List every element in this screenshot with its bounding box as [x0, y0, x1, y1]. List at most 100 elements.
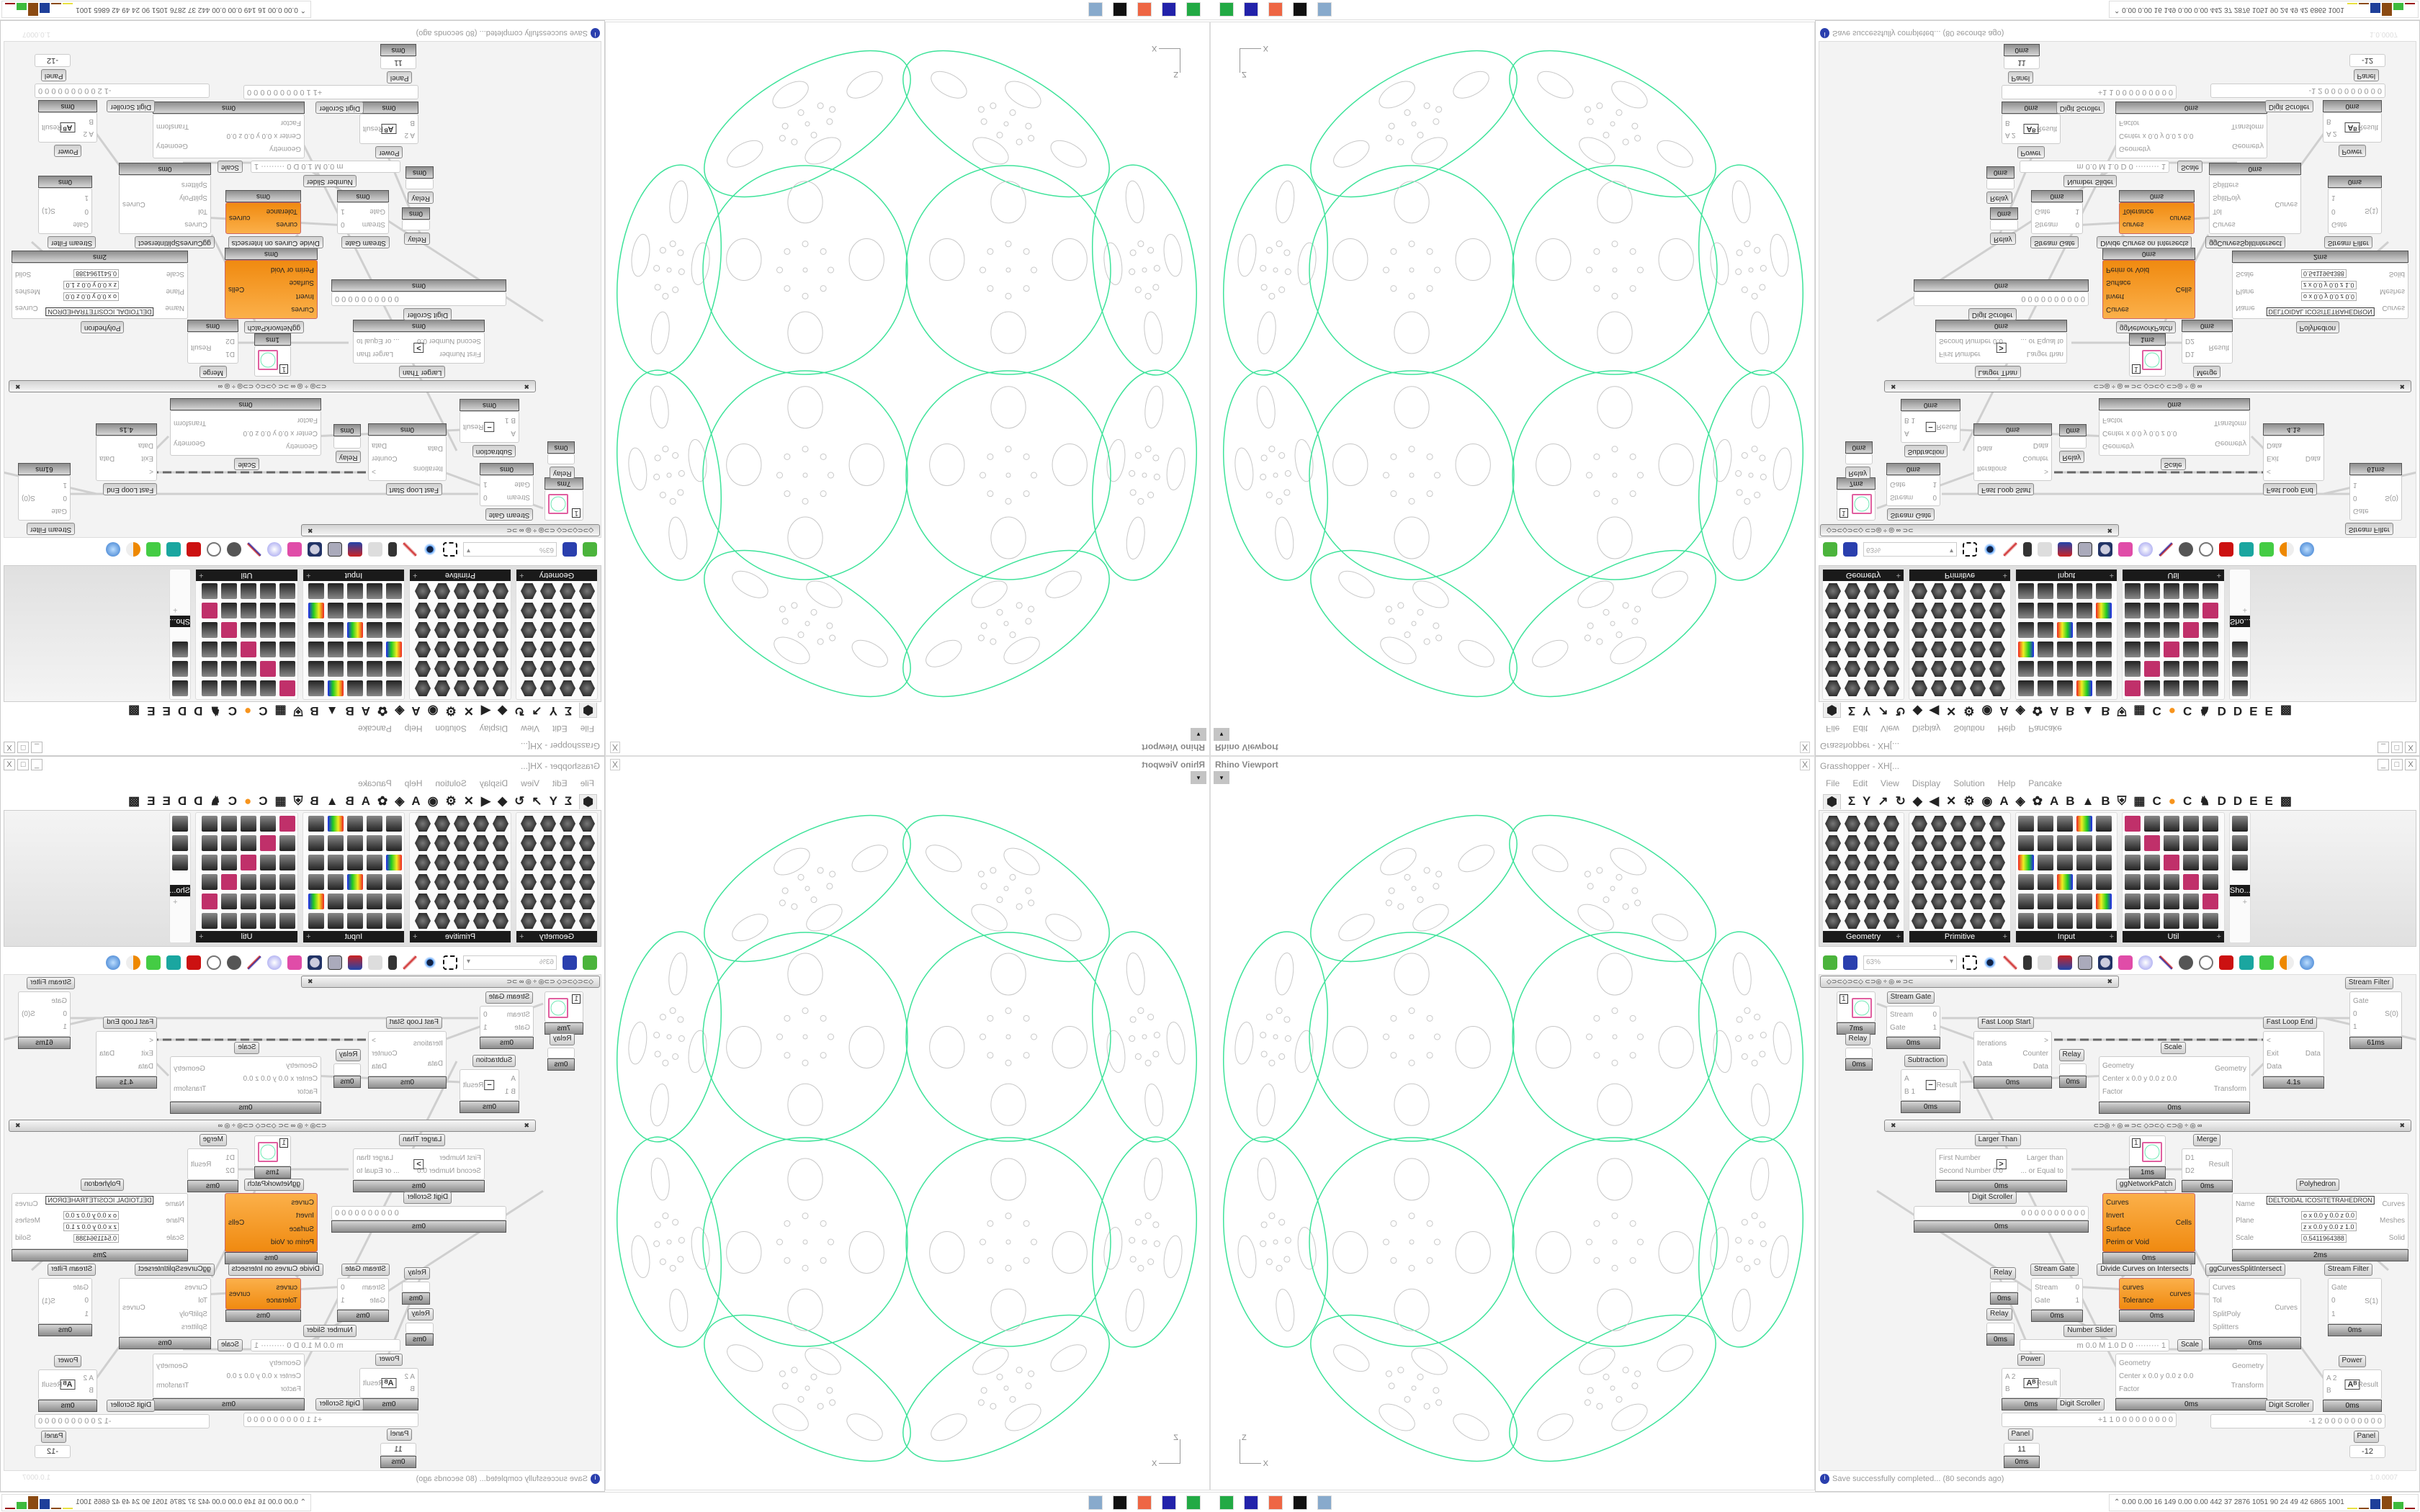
minimize-button[interactable]: _ — [31, 759, 42, 770]
component-icon[interactable] — [521, 913, 537, 929]
tab[interactable]: C — [259, 794, 268, 808]
tab[interactable]: ⛨ — [2117, 794, 2127, 808]
component-icon[interactable] — [2057, 680, 2073, 696]
menu-edit[interactable]: Edit — [1852, 724, 1868, 734]
node-label[interactable]: Merge — [199, 1134, 227, 1146]
component-divide-curves-on-intersects[interactable]: curves Tolerance curves — [225, 1278, 301, 1310]
new-document-icon[interactable] — [583, 542, 597, 557]
node-label[interactable]: Stream Gate — [1886, 991, 1935, 1004]
component-icon[interactable] — [2144, 661, 2160, 677]
input-first[interactable]: First Number — [1939, 1153, 1981, 1162]
component-icon[interactable] — [172, 680, 188, 696]
component-icon[interactable] — [560, 816, 575, 832]
component-icon[interactable] — [1883, 642, 1899, 657]
input-d1[interactable]: D1 — [225, 1153, 235, 1162]
input-geometry[interactable]: Geometry — [2102, 1061, 2134, 1070]
input-<[interactable]: < — [2267, 467, 2271, 476]
component-icon[interactable] — [415, 603, 431, 618]
component-icon[interactable] — [1864, 661, 1880, 677]
tab[interactable]: ◆ — [1912, 704, 1922, 718]
component-number-slider[interactable]: m 0.0 M 1.0 D 0 ········· 1 — [251, 161, 400, 173]
output-result[interactable]: Result — [2357, 1380, 2378, 1389]
node-label[interactable]: Scale — [217, 161, 243, 173]
output-counter[interactable]: Counter — [2022, 1049, 2048, 1058]
component-icon[interactable] — [2096, 874, 2112, 890]
input-curves[interactable]: Curves — [291, 305, 314, 314]
node-label[interactable]: Divide Curves on Intersects — [2097, 1264, 2192, 1276]
output-[interactable]: > — [2044, 1036, 2048, 1045]
at-icon[interactable] — [368, 542, 382, 557]
component-icon[interactable] — [2018, 855, 2034, 870]
component-icon[interactable] — [1864, 583, 1880, 599]
terminal-icon[interactable] — [1186, 1495, 1201, 1510]
gha-icon[interactable] — [348, 542, 362, 557]
component-icon[interactable] — [1864, 642, 1880, 657]
viewport-menu-dropdown[interactable]: ▾ — [1214, 771, 1229, 784]
component-icon[interactable] — [434, 583, 450, 599]
close-icon[interactable]: X — [1799, 759, 1810, 770]
input-gate[interactable]: Gate — [2331, 220, 2347, 229]
menu-help[interactable]: Help — [1997, 724, 2016, 734]
preview-eye-icon[interactable] — [423, 542, 437, 557]
tab[interactable]: ✿ — [377, 794, 388, 808]
input-tol[interactable]: Tol — [198, 207, 207, 215]
slider-value[interactable]: -1 2 0 0 0 0 0 0 0 0 0 — [38, 86, 112, 95]
slider-value[interactable]: m 0.0 M 1.0 D 0 ········· 1 — [2076, 162, 2166, 171]
input-center[interactable]: Center x 0.0 y 0.0 z 0.0 — [226, 132, 301, 140]
input-b[interactable]: B — [2326, 117, 2331, 125]
component-icon[interactable] — [434, 661, 450, 677]
component-icon[interactable] — [1864, 835, 1880, 851]
component-digit-scroller[interactable]: -1 2 0 0 0 0 0 0 0 0 0 — [35, 84, 210, 98]
component-icon[interactable] — [1950, 661, 1966, 677]
tab[interactable]: ⬢ — [1823, 793, 1841, 809]
node-label[interactable]: Power — [54, 145, 82, 157]
component-icon[interactable] — [241, 874, 256, 890]
component-icon[interactable] — [493, 622, 508, 638]
node-label[interactable]: Panel — [386, 71, 413, 84]
component-icon[interactable] — [2057, 661, 2073, 677]
component-icon[interactable] — [2096, 894, 2112, 909]
component-relay[interactable] — [547, 1048, 575, 1058]
floppy-64-icon[interactable] — [1162, 2, 1176, 17]
panel-header[interactable]: Geometry — [516, 931, 597, 942]
input-plane[interactable]: Plane — [166, 1217, 184, 1225]
group-bar[interactable]: ◇⊃⊂◇⊃⊂◇ ⊂⊃◎ ÷ ◎ ∞ ⊃⊂ ✖ — [1820, 976, 2119, 988]
node-label[interactable]: Number Slider — [302, 175, 357, 187]
input-b[interactable]: B — [2005, 1385, 2010, 1393]
component-icon[interactable] — [328, 661, 344, 677]
output-solid[interactable]: Solid — [15, 270, 32, 279]
at-icon[interactable] — [2038, 955, 2052, 970]
component-icon[interactable] — [367, 642, 382, 657]
param-value[interactable]: 1 — [572, 994, 581, 1004]
component-icon[interactable] — [2164, 855, 2179, 870]
component-icon[interactable] — [2096, 855, 2112, 870]
component-icon[interactable] — [1825, 661, 1841, 677]
input-d2[interactable]: D2 — [2185, 337, 2195, 346]
node-label[interactable]: Relay — [335, 1049, 362, 1061]
component-icon[interactable] — [279, 583, 295, 599]
input-data[interactable]: Data — [427, 444, 443, 453]
input-1[interactable]: 1 — [2331, 193, 2336, 202]
at-icon[interactable] — [2038, 542, 2052, 557]
input-factor[interactable]: Factor — [2119, 1385, 2140, 1393]
component-icon[interactable] — [347, 913, 363, 929]
node-label[interactable]: Polyhedron — [2295, 1179, 2340, 1191]
component-ggnetworkpatch[interactable]: Curves Invert Surface Perim or Void Cells — [225, 260, 318, 319]
component-icon[interactable] — [1970, 622, 1986, 638]
component-icon[interactable] — [328, 603, 344, 618]
component-power[interactable]: A 2 B Result Aᴮ — [38, 112, 97, 143]
component-icon[interactable] — [2018, 661, 2034, 677]
component-icon[interactable] — [2038, 603, 2053, 618]
component-icon[interactable] — [1825, 642, 1841, 657]
slider-value[interactable]: m 0.0 M 1.0 D 0 ········· 1 — [2076, 1341, 2166, 1350]
component-icon[interactable] — [434, 913, 450, 929]
node-label[interactable]: Panel — [40, 69, 67, 81]
input-curves[interactable]: Curves — [184, 220, 207, 229]
tab[interactable]: A — [411, 704, 421, 718]
component-polyhedron[interactable]: Name Plane Scale Curves Meshes Solid DELTOIDAL… — [2232, 263, 2408, 319]
component-power[interactable]: A 2 B Result Aᴮ — [359, 114, 418, 144]
node-label[interactable]: Relay — [335, 451, 362, 463]
component-icon[interactable] — [367, 816, 382, 832]
menu-edit[interactable]: Edit — [552, 724, 568, 734]
component-stream-filter[interactable]: Gate 0 1 S(1) — [2328, 1278, 2382, 1324]
